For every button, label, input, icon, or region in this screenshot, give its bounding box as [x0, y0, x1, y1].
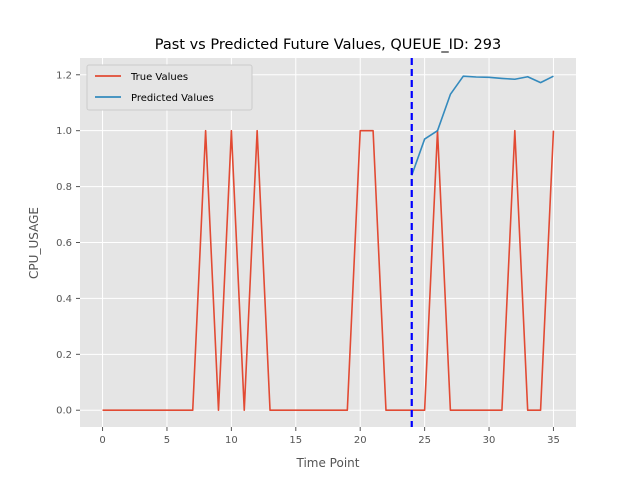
x-tick-label: 5	[164, 435, 170, 446]
y-tick-label: 0.2	[56, 350, 72, 361]
y-tick-label: 0.4	[56, 294, 72, 305]
series-layer	[102, 75, 555, 412]
x-tick-label: 0	[99, 435, 105, 446]
x-axis-ticks: 0 5 10 15 20 25 30 35	[99, 427, 560, 446]
x-tick-label: 35	[547, 435, 560, 446]
legend-label-predicted-values: Predicted Values	[131, 93, 214, 104]
x-axis-label: Time Point	[296, 456, 360, 470]
x-tick-label: 20	[354, 435, 367, 446]
legend-box	[86, 64, 253, 111]
y-tick-label: 1.2	[56, 70, 72, 81]
legend-label-true-values: True Values	[130, 72, 188, 83]
x-tick-label: 15	[289, 435, 302, 446]
y-tick-label: 0.6	[56, 238, 72, 249]
y-tick-label: 1.0	[56, 126, 72, 137]
chart-title: Past vs Predicted Future Values, QUEUE_I…	[155, 37, 501, 53]
legend: True Values Predicted Values	[86, 64, 253, 111]
x-tick-label: 10	[225, 435, 238, 446]
y-axis-ticks: 0.0 0.2 0.4 0.6 0.8 1.0 1.2	[56, 70, 80, 417]
grid-lines	[80, 58, 576, 427]
series-line-true-values	[102, 129, 555, 412]
series-line-predicted-values	[410, 75, 554, 176]
y-tick-label: 0.8	[56, 182, 72, 193]
y-axis-label: CPU_USAGE	[27, 207, 41, 279]
y-tick-label: 0.0	[56, 406, 72, 417]
x-tick-label: 25	[418, 435, 431, 446]
x-tick-label: 30	[483, 435, 496, 446]
